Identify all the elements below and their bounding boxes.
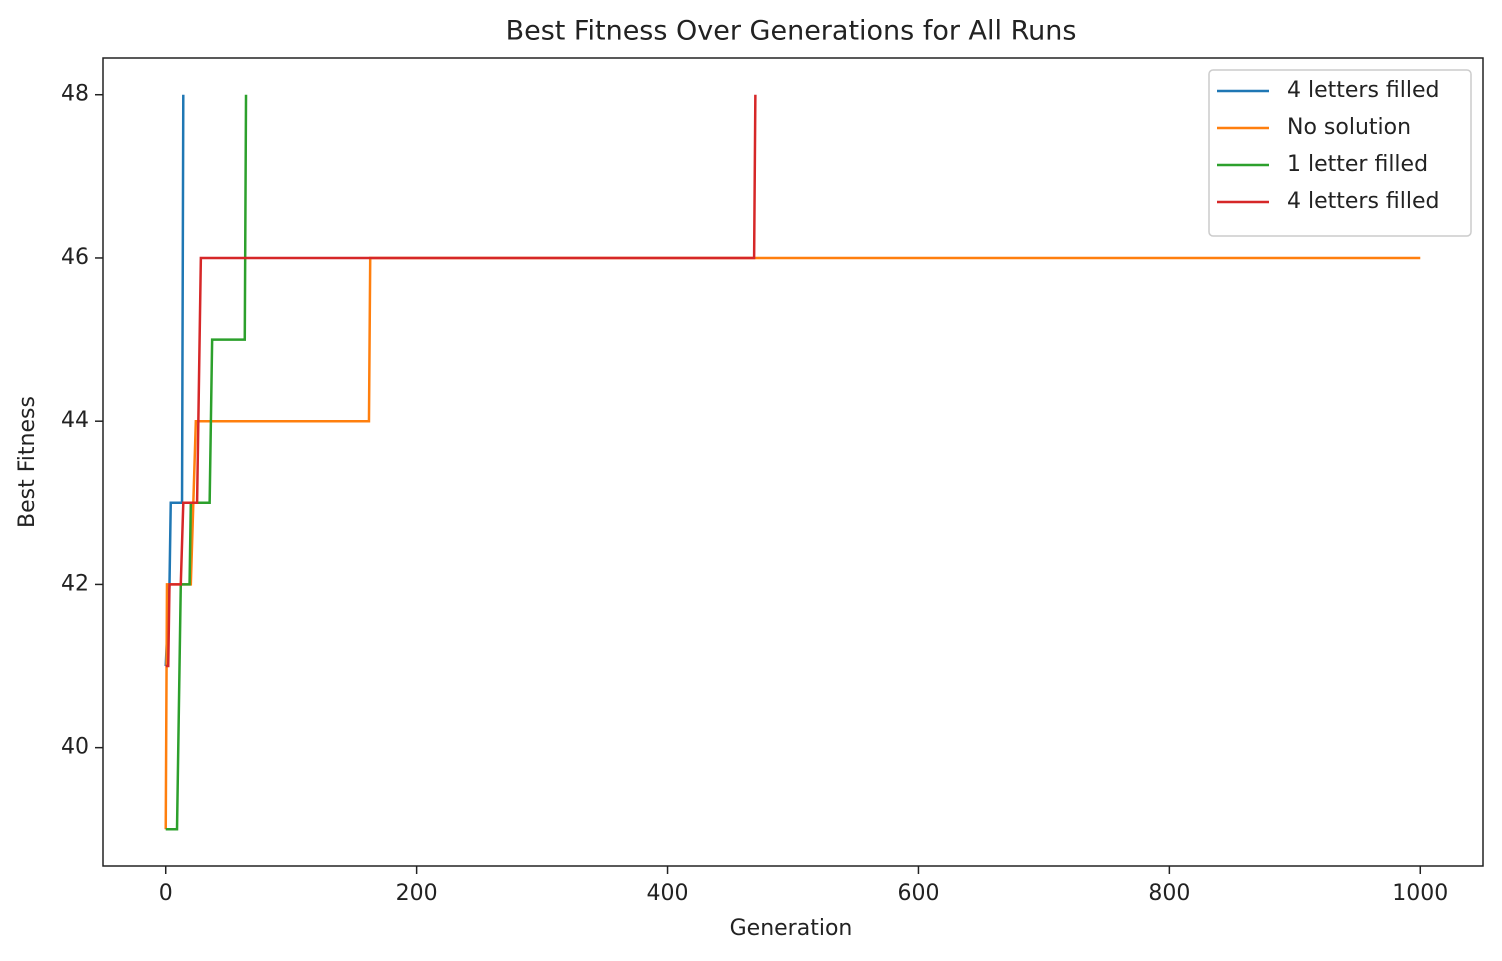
x-tick-label: 400: [647, 881, 689, 906]
legend-label: 4 letters filled: [1287, 189, 1440, 214]
y-tick-label: 48: [61, 82, 89, 107]
x-tick-label: 0: [159, 881, 173, 906]
plot-frame: [102, 57, 1484, 867]
series-line: [165, 94, 757, 668]
x-tick-label: 1000: [1392, 881, 1448, 906]
legend-label: 4 letters filled: [1287, 78, 1440, 103]
x-axis-label: Generation: [730, 916, 853, 941]
legend-label: 1 letter filled: [1287, 152, 1428, 177]
series-line: [165, 94, 248, 831]
y-axis-label: Best Fitness: [15, 396, 40, 528]
x-tick-label: 200: [396, 881, 438, 906]
y-tick-label: 40: [61, 735, 89, 760]
y-tick-label: 44: [61, 408, 89, 433]
legend: 4 letters filled No solution 1 letter fill…: [1208, 69, 1472, 237]
series-line: [164, 256, 1421, 830]
x-tick-label: 600: [897, 881, 939, 906]
legend-label: No solution: [1287, 115, 1411, 140]
legend-box: [1208, 69, 1472, 237]
y-tick-label: 46: [61, 245, 89, 270]
y-tick-label: 42: [61, 571, 89, 596]
x-tick-label: 800: [1148, 881, 1190, 906]
chart-title: Best Fitness Over Generations for All Ru…: [506, 16, 1077, 47]
